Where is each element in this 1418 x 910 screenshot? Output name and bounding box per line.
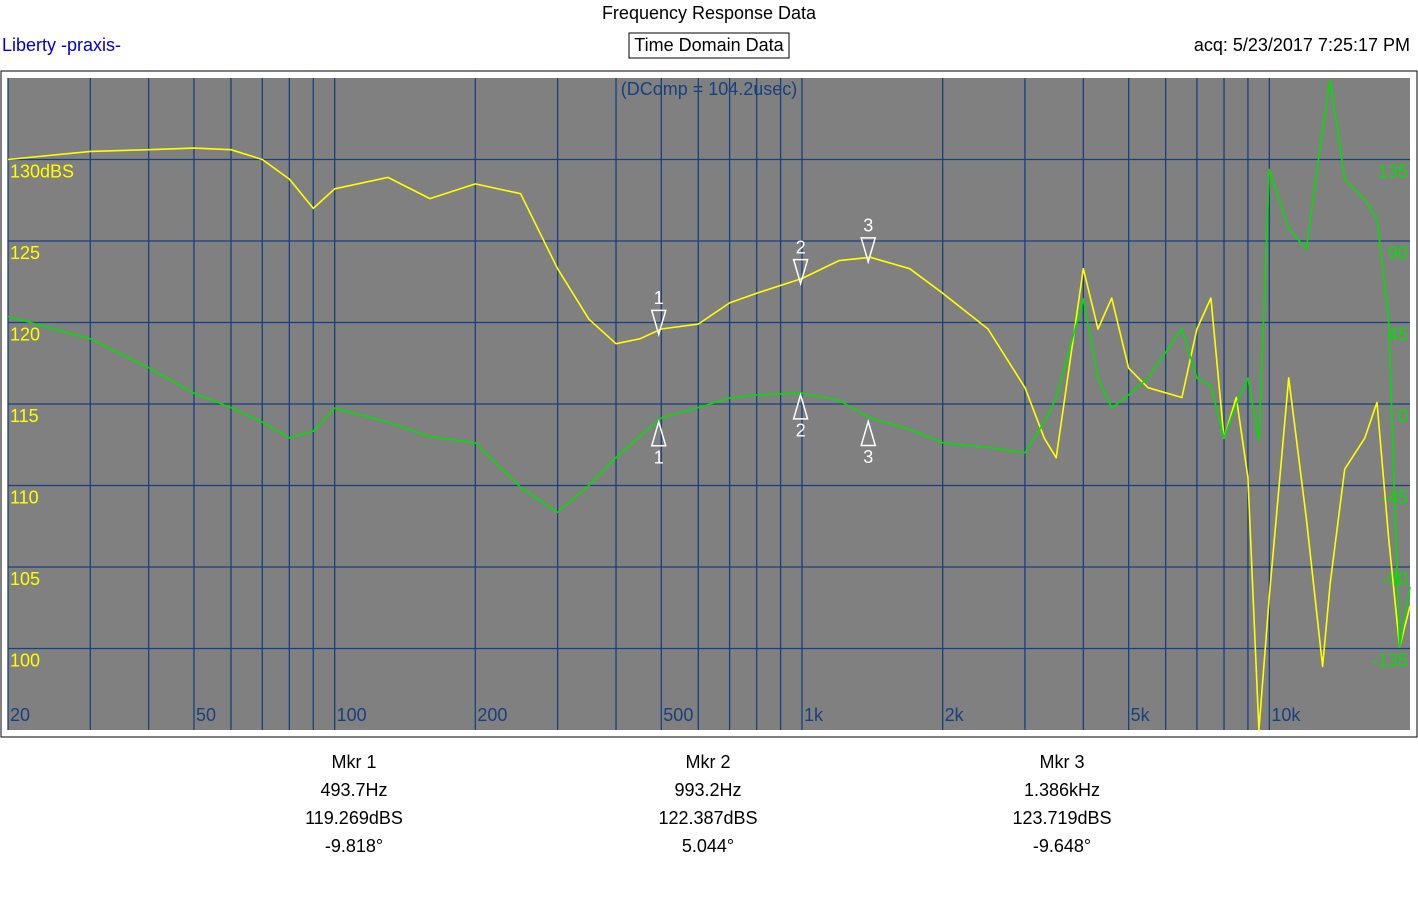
center-box (628, 32, 790, 59)
x-tick-label: 5k (1131, 705, 1151, 725)
marker-readout: Mkr 3 (1040, 752, 1085, 772)
marker-triangle (650, 309, 667, 338)
marker-readout: Mkr 2 (686, 752, 731, 772)
marker-triangle (650, 419, 667, 447)
marker-id: 2 (796, 421, 806, 441)
marker-triangle (792, 258, 809, 287)
x-tick-label: 200 (477, 705, 507, 725)
x-tick-label: 100 (337, 705, 367, 725)
marker-readout: 993.2Hz (674, 780, 741, 800)
x-tick-label: 500 (663, 705, 693, 725)
marker-readout: 119.269dBS (305, 808, 403, 828)
marker-id: 3 (863, 216, 873, 236)
x-tick-label: 50 (196, 705, 216, 725)
chart-title: Frequency Response Data (602, 3, 817, 23)
marker-triangle (860, 418, 877, 447)
y-tick-label: 110 (10, 487, 39, 507)
marker-id: 1 (654, 288, 664, 308)
y2-tick-label: 135 (1378, 161, 1408, 181)
series-line (7, 147, 1411, 731)
y-tick-label: 120 (10, 324, 40, 344)
marker-readout: -9.818° (325, 836, 383, 856)
x-tick-label: 20 (10, 705, 30, 725)
marker-readout: 5.044° (682, 836, 734, 856)
marker-readout: Mkr 1 (332, 752, 377, 772)
y-tick-label: 130dBS (10, 161, 74, 181)
x-tick-label: 10k (1271, 705, 1301, 725)
x-tick-label: 1k (804, 705, 824, 725)
y-tick-label: 105 (10, 569, 40, 589)
y-tick-label: 100 (10, 650, 40, 670)
subtitle-left: Liberty -praxis- (2, 35, 121, 55)
y2-tick-label: -90 (1382, 569, 1408, 589)
y2-tick-label: 45 (1388, 324, 1408, 344)
x-tick-label: 2k (945, 705, 965, 725)
marker-readout: -9.648° (1033, 836, 1091, 856)
y2-tick-label: -135 (1372, 650, 1408, 670)
marker-id: 1 (654, 448, 664, 468)
annotation: (DComp = 104.2usec) (621, 79, 798, 99)
marker-triangle (792, 392, 809, 420)
marker-id: 2 (796, 237, 806, 257)
y-tick-label: 125 (10, 243, 40, 263)
y2-tick-label: 90 (1388, 243, 1408, 263)
y-tick-label: 115 (10, 406, 39, 426)
subtitle-right: acq: 5/23/2017 7:25:17 PM (1194, 35, 1410, 55)
marker-readout: 493.7Hz (320, 780, 387, 800)
y2-tick-label: 0 (1398, 406, 1408, 426)
marker-readout: 1.386kHz (1024, 780, 1100, 800)
marker-readout: 122.387dBS (658, 808, 757, 828)
marker-readout: 123.719dBS (1012, 808, 1111, 828)
series-line (7, 79, 1411, 648)
marker-triangle (860, 237, 877, 265)
subtitle-center: Time Domain Data (634, 35, 784, 55)
marker-id: 3 (863, 447, 873, 467)
